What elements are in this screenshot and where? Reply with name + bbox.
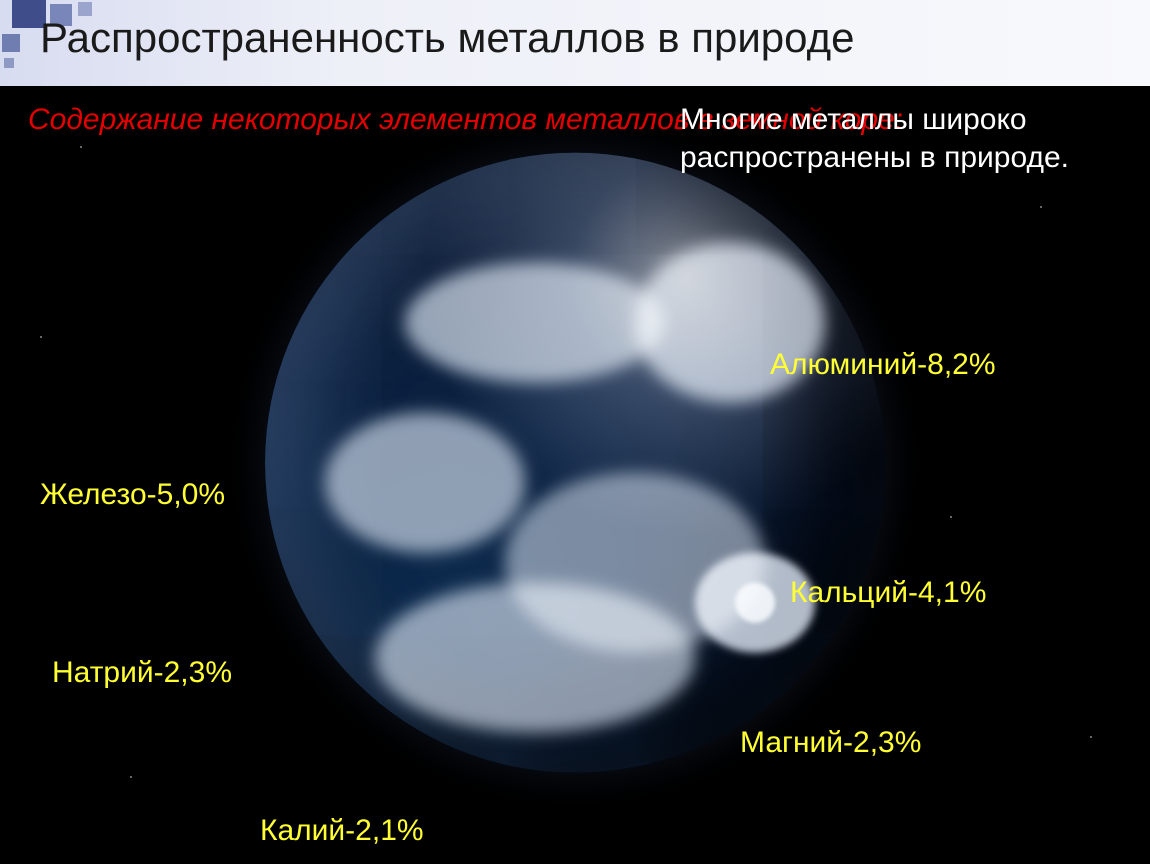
- star: [40, 336, 42, 338]
- metal-calcium: Кальций-4,1%: [790, 576, 986, 610]
- metal-magnesium: Магний-2,3%: [740, 726, 921, 760]
- slide-content: Содержание некоторых элементов металлов …: [0, 86, 1150, 864]
- slide-header: Распространенность металлов в природе: [0, 0, 1150, 86]
- metal-iron: Железо-5,0%: [40, 478, 225, 512]
- cloud: [405, 263, 665, 383]
- accent-square: [4, 58, 14, 68]
- cloud: [735, 583, 775, 623]
- page-title: Распространенность металлов в природе: [40, 14, 854, 62]
- cloud: [375, 583, 695, 733]
- star: [950, 516, 952, 518]
- metal-aluminium: Алюминий-8,2%: [770, 348, 996, 382]
- cloud: [325, 413, 525, 553]
- star: [1040, 206, 1042, 208]
- metal-potassium: Калий-2,1%: [260, 814, 424, 848]
- accent-square: [2, 34, 20, 52]
- star: [80, 146, 82, 148]
- star: [1090, 736, 1092, 738]
- star: [130, 776, 132, 778]
- subtitle-right: Многие металлы широко распространены в п…: [680, 101, 1150, 176]
- metal-sodium: Натрий-2,3%: [52, 656, 232, 690]
- earth-image: [265, 153, 885, 773]
